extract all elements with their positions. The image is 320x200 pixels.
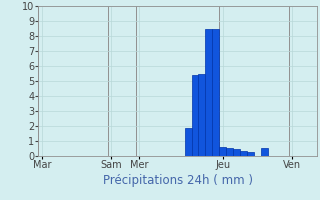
Bar (261, 148, 268, 156)
Bar (191, 75, 198, 156)
X-axis label: Précipitations 24h ( mm ): Précipitations 24h ( mm ) (103, 174, 252, 187)
Bar (240, 151, 247, 156)
Bar (198, 73, 205, 156)
Bar (247, 152, 254, 156)
Bar (233, 149, 240, 156)
Bar (212, 28, 220, 156)
Bar (185, 128, 191, 156)
Bar (226, 148, 233, 156)
Bar (205, 28, 212, 156)
Bar (220, 147, 226, 156)
